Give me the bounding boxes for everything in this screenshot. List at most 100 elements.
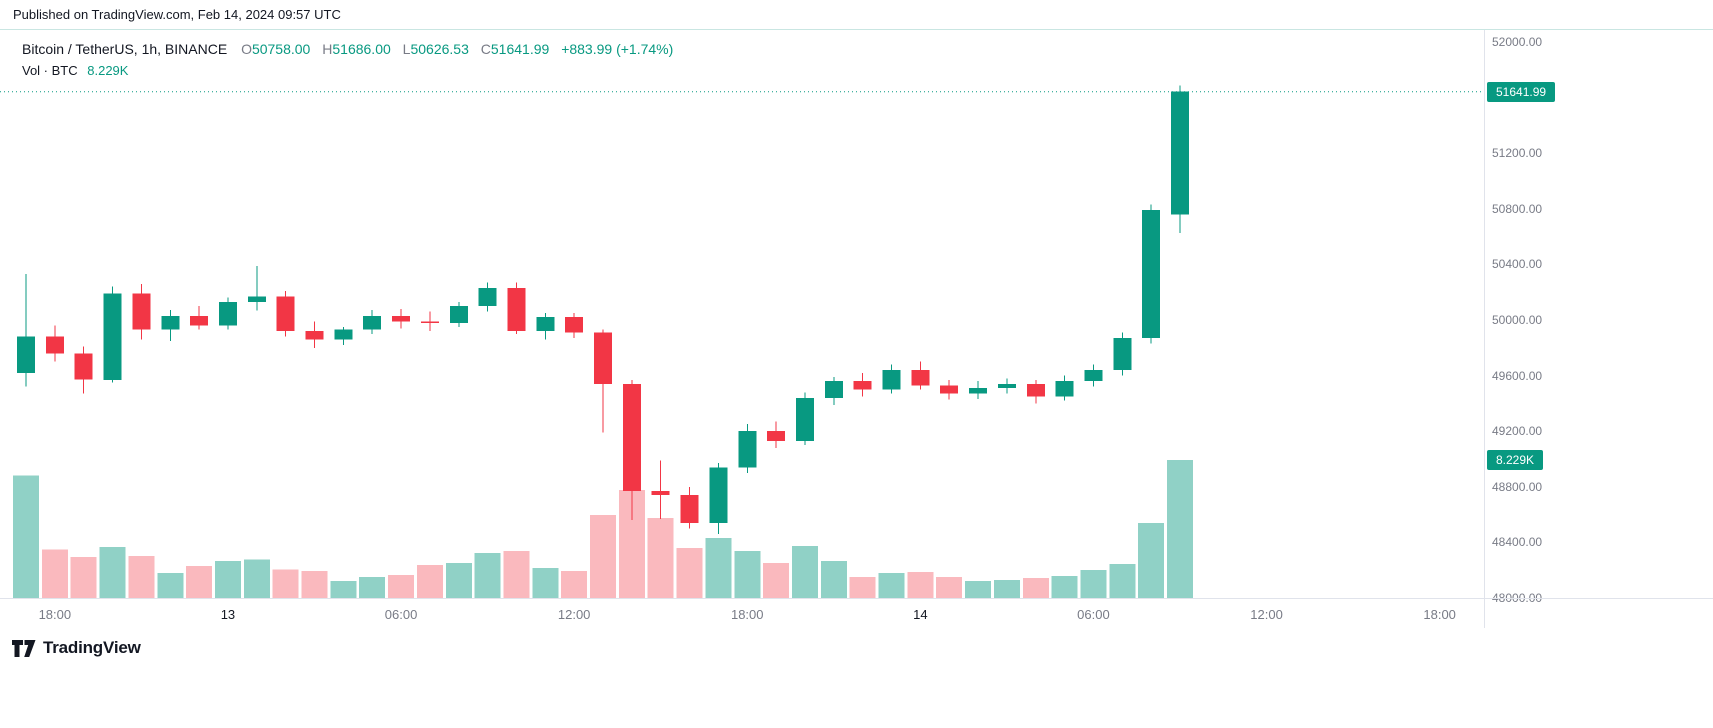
footer: TradingView xyxy=(0,628,1713,728)
candle-body xyxy=(74,353,93,380)
time-axis-label: 18:00 xyxy=(38,607,72,622)
volume-bar xyxy=(99,546,126,598)
volume-bar xyxy=(416,565,443,598)
time-axis-label: 12:00 xyxy=(557,607,591,622)
price-axis-label: 48800.00 xyxy=(1492,479,1543,494)
change-value: +883.99 (+1.74%) xyxy=(561,41,674,57)
volume-bar xyxy=(215,561,241,598)
volume-bar xyxy=(907,572,934,598)
candle-body xyxy=(651,491,670,496)
volume-bar xyxy=(763,563,790,598)
candle-wick xyxy=(660,460,662,519)
price-axis-label: 51200.00 xyxy=(1492,146,1543,161)
candle-body xyxy=(276,296,295,332)
tradingview-logo[interactable]: TradingView xyxy=(12,638,141,658)
volume-bar xyxy=(993,580,1020,598)
candle-body xyxy=(103,293,122,380)
candle-body xyxy=(1055,381,1074,397)
price-chart-canvas[interactable] xyxy=(0,30,1484,598)
volume-bar xyxy=(647,518,674,598)
symbol-title: Bitcoin / TetherUS, 1h, BINANCE xyxy=(22,41,228,57)
candle-body xyxy=(709,467,728,523)
volume-bar xyxy=(1109,564,1136,598)
volume-bar xyxy=(936,577,963,598)
candle-body xyxy=(1171,91,1189,215)
volume-bar xyxy=(70,556,97,598)
tradingview-logo-text: TradingView xyxy=(43,638,141,657)
volume-bar xyxy=(792,546,818,598)
candle-body xyxy=(334,329,353,340)
time-axis-label-day: 14 xyxy=(913,607,928,622)
published-bar: Published on TradingView.com, Feb 14, 20… xyxy=(0,0,1713,30)
ohlc-close: C51641.99 xyxy=(480,41,550,57)
candle-body xyxy=(45,336,64,354)
volume-bar xyxy=(388,575,415,598)
volume-label: Vol · BTC xyxy=(22,63,78,78)
candle-body xyxy=(392,315,411,322)
candle-body xyxy=(1113,338,1132,370)
candle-body xyxy=(190,315,209,326)
chart-legend: Bitcoin / TetherUS, 1h, BINANCE O50758.0… xyxy=(22,38,673,82)
volume-value: 8.229K xyxy=(87,63,129,78)
volume-bar xyxy=(676,548,703,598)
price-axis[interactable]: 51641.99 8.229K 52000.00 51200.00 50800.00… xyxy=(1484,30,1713,628)
tradingview-logo-icon xyxy=(12,639,36,657)
candle-body xyxy=(940,385,959,394)
price-axis-label: 50000.00 xyxy=(1492,312,1543,327)
volume-bar xyxy=(965,581,992,598)
candle-body xyxy=(132,293,151,330)
candle-body xyxy=(911,370,930,386)
price-axis-label: 50400.00 xyxy=(1492,257,1543,272)
candle-body xyxy=(882,370,901,390)
candle-body xyxy=(536,317,555,332)
time-axis-label: 06:00 xyxy=(384,607,418,622)
time-axis[interactable]: 18:00 13 06:00 12:00 18:00 14 06:00 12:00 18:00 xyxy=(0,598,1713,628)
symbol-legend-row: Bitcoin / TetherUS, 1h, BINANCE O50758.0… xyxy=(22,38,673,60)
candle-wick xyxy=(429,311,431,332)
candle-body xyxy=(1084,370,1103,382)
candle-series xyxy=(17,85,1189,535)
candle-body xyxy=(738,431,757,468)
candle-wick xyxy=(25,274,27,387)
volume-legend-row: Vol · BTC 8.229K xyxy=(22,60,673,82)
time-axis-label-day: 13 xyxy=(220,607,236,622)
ohlc-low: L50626.53 xyxy=(402,41,469,57)
candle-body xyxy=(507,288,526,332)
candle-body xyxy=(161,315,180,330)
last-volume-badge: 8.229K xyxy=(1487,450,1544,470)
candle-body xyxy=(767,431,786,441)
candle-body xyxy=(478,288,497,307)
volume-bar xyxy=(705,538,732,598)
volume-bar xyxy=(1051,576,1078,598)
volume-bar xyxy=(128,556,155,598)
candle-body xyxy=(622,383,641,491)
candle-body xyxy=(449,306,468,323)
volume-bar xyxy=(301,571,328,598)
time-axis-label: 12:00 xyxy=(1250,607,1283,622)
time-axis-label: 06:00 xyxy=(1077,607,1110,622)
candle-body xyxy=(363,315,382,330)
volume-bar xyxy=(820,561,847,598)
candle-body xyxy=(824,381,843,398)
volume-bar xyxy=(532,567,559,598)
volume-bar xyxy=(878,573,905,598)
volume-bar xyxy=(13,475,39,598)
volume-bar xyxy=(157,573,184,598)
candle-body xyxy=(1026,383,1045,397)
chart-area[interactable]: Bitcoin / TetherUS, 1h, BINANCE O50758.0… xyxy=(0,30,1484,598)
candle-body xyxy=(680,495,699,523)
volume-bar xyxy=(272,569,299,598)
price-axis-label: 48400.00 xyxy=(1492,535,1543,550)
ohlc-open: O50758.00 xyxy=(241,41,311,57)
price-axis-label: 52000.00 xyxy=(1492,34,1543,49)
candle-body xyxy=(565,317,584,333)
volume-series xyxy=(13,460,1193,598)
time-axis-label: 18:00 xyxy=(1423,607,1456,622)
candle-body xyxy=(420,321,439,323)
candle-wick xyxy=(256,265,258,311)
price-axis-label: 49200.00 xyxy=(1492,424,1543,439)
volume-bar xyxy=(734,551,761,598)
time-axis-label: 18:00 xyxy=(730,607,764,622)
volume-bar xyxy=(1080,570,1107,598)
